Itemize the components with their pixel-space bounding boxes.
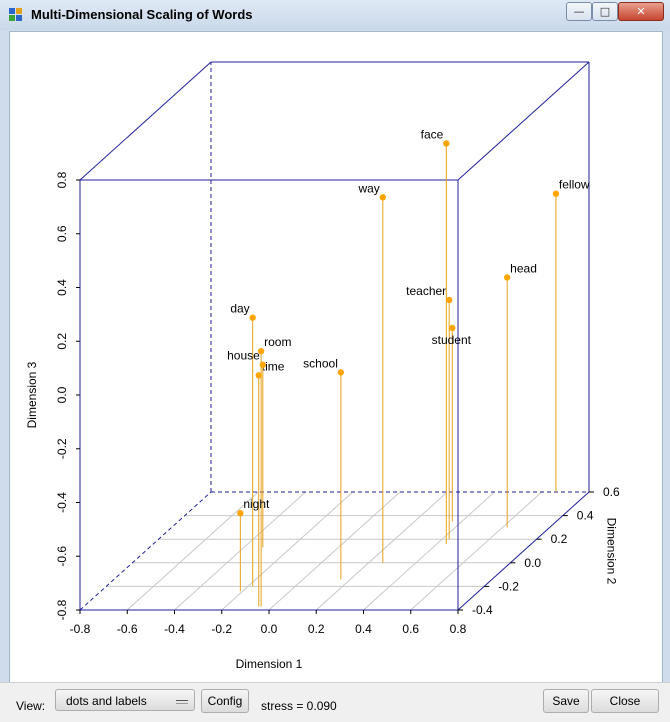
z-tick-label: 0.6: [55, 225, 69, 242]
point-label-day: day: [230, 302, 249, 316]
y-tick-label: -0.4: [472, 603, 493, 617]
y-axis-title: Dimension 2: [605, 518, 619, 585]
y-tick-label: -0.2: [498, 579, 519, 593]
point-house: [259, 361, 267, 368]
view-dropdown[interactable]: dots and labels: [55, 689, 195, 711]
mds-3d-chart: face way day room time teacher fellow head schoo…: [25, 61, 620, 671]
x-tick-label: 0.4: [355, 622, 372, 636]
z-tick-label: 0.8: [55, 171, 69, 188]
y-tick-label: 0.2: [551, 532, 568, 546]
point-day: [249, 314, 256, 321]
x-tick-label: 0.0: [261, 622, 278, 636]
box-edge: [457, 61, 590, 181]
point-label-head: head: [510, 261, 537, 275]
box-edge: [79, 61, 212, 181]
point-fellow: [552, 190, 560, 197]
point-student: [449, 324, 456, 332]
box-edge-left-bottom: [79, 491, 212, 611]
status-bar: View: dots and labels Config stress = 0.…: [0, 682, 670, 722]
x-tick-label: -0.2: [211, 622, 232, 636]
maximize-button[interactable]: □: [592, 2, 618, 21]
app-grid-icon: [9, 8, 23, 22]
point-head: [503, 274, 511, 281]
point-label-way: way: [357, 181, 379, 195]
stress-readout: stress = 0.090: [261, 699, 337, 713]
point-face: [443, 140, 450, 147]
x-tick-label: 0.8: [450, 622, 467, 636]
point-time: [255, 372, 262, 379]
point-label-fellow: fellow: [559, 178, 590, 192]
plot-area[interactable]: face way day room time teacher fellow head schoo…: [9, 31, 663, 683]
z-tick-label: 0.4: [55, 279, 69, 296]
y-tick-label: 0.6: [603, 485, 620, 499]
floor-grid-line-x: [410, 491, 543, 611]
point-way: [379, 194, 387, 201]
z-tick-label: -0.2: [55, 438, 69, 459]
view-label: View:: [16, 699, 46, 713]
point-label-room: room: [264, 335, 291, 349]
z-tick-label: -0.4: [55, 492, 69, 513]
point-label-night: night: [243, 497, 270, 511]
view-dropdown-value: dots and labels: [66, 694, 147, 708]
x-axis-title: Dimension 1: [236, 657, 303, 671]
y-tick-label: 0.4: [577, 509, 594, 523]
x-tick-label: 0.2: [308, 622, 325, 636]
config-button[interactable]: Config: [201, 689, 249, 713]
floor-grid-line-x: [126, 491, 259, 611]
z-axis-title: Dimension 3: [25, 361, 39, 428]
z-tick-label: 0.0: [55, 386, 69, 403]
save-button[interactable]: Save: [543, 689, 589, 713]
z-tick-label: -0.8: [55, 599, 69, 620]
point-night: [237, 509, 244, 517]
floor-grid-line-x: [315, 491, 448, 611]
point-room: [257, 347, 265, 355]
point-school: [337, 369, 345, 376]
point-label-face: face: [421, 127, 444, 141]
y-tick-label: 0.0: [524, 556, 541, 570]
title-bar[interactable]: Multi-Dimensional Scaling of Words — □ ✕: [0, 0, 670, 30]
dropdown-arrow-icon: [176, 700, 188, 704]
close-button[interactable]: Close: [591, 689, 659, 713]
window-title: Multi-Dimensional Scaling of Words: [31, 7, 253, 22]
floor-grid-line-x: [268, 491, 401, 611]
z-tick-label: -0.6: [55, 546, 69, 567]
box-edge: [457, 491, 590, 611]
floor-grid-line-x: [363, 491, 495, 611]
close-window-button[interactable]: ✕: [618, 2, 664, 21]
point-label-teacher: teacher: [406, 284, 446, 298]
point-label-house: house: [227, 349, 260, 363]
x-tick-label: -0.6: [117, 622, 138, 636]
point-label-student: student: [432, 333, 472, 347]
x-tick-label: -0.4: [164, 622, 185, 636]
floor-grid-line-x: [221, 491, 354, 611]
point-label-school: school: [303, 356, 338, 370]
minimize-button[interactable]: —: [566, 2, 592, 21]
x-tick-label: 0.6: [402, 622, 419, 636]
point-label-time: time: [262, 359, 285, 373]
x-tick-label: -0.8: [70, 622, 91, 636]
point-teacher: [445, 296, 453, 304]
z-tick-label: 0.2: [55, 333, 69, 350]
